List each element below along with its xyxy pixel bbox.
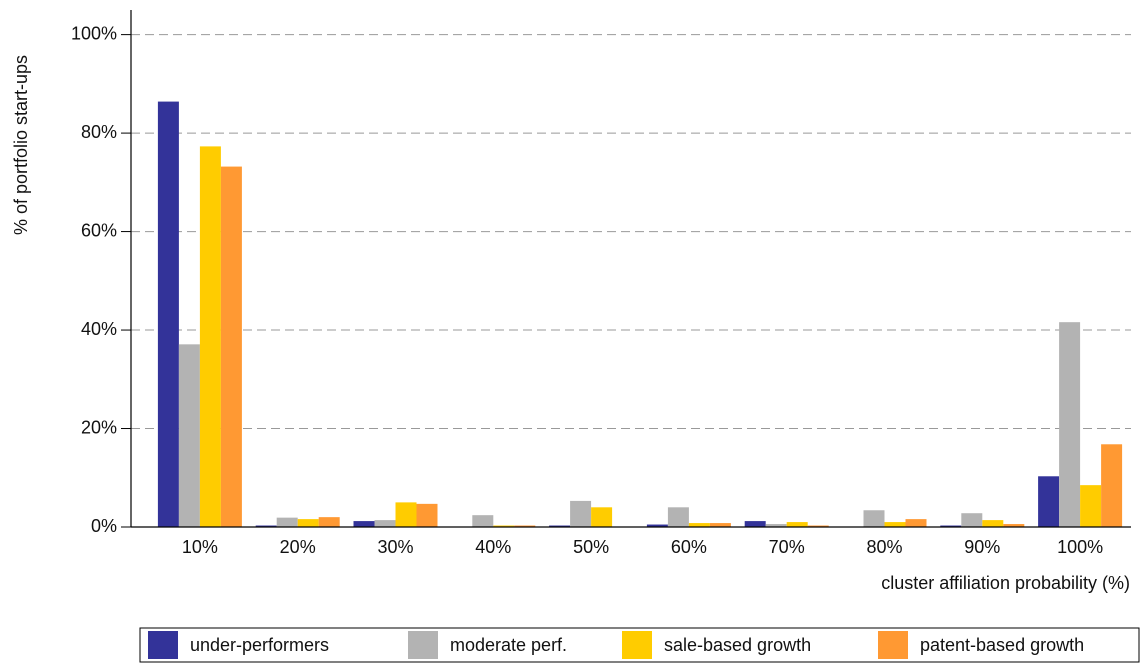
bar [472, 515, 494, 527]
bar [961, 513, 983, 527]
bar [744, 521, 766, 527]
legend-label: under-performers [190, 635, 329, 655]
bar [786, 522, 808, 527]
bar [765, 524, 787, 527]
bar [416, 503, 438, 527]
bar [353, 521, 375, 527]
x-tick-label: 40% [475, 537, 511, 557]
bar [591, 507, 613, 527]
y-tick-label: 40% [81, 319, 117, 339]
x-tick-label: 60% [671, 537, 707, 557]
bar [863, 510, 885, 527]
bar [982, 520, 1004, 527]
legend-swatch [148, 631, 178, 659]
bar [255, 525, 277, 527]
legend-swatch [408, 631, 438, 659]
bar [807, 525, 829, 527]
legend-swatch [622, 631, 652, 659]
bar [549, 525, 571, 527]
bar [493, 525, 515, 527]
y-tick-label: 80% [81, 122, 117, 142]
bar [157, 101, 179, 527]
legend-box [139, 627, 1140, 663]
bar [374, 520, 396, 527]
bar [178, 344, 200, 527]
bar [1101, 444, 1123, 527]
bar [395, 502, 417, 527]
bar [1038, 476, 1060, 527]
bar [514, 525, 536, 527]
x-tick-label: 70% [769, 537, 805, 557]
x-tick-label: 80% [866, 537, 902, 557]
x-tick-label: 20% [280, 537, 316, 557]
x-axis-title: cluster affiliation probability (%) [881, 573, 1130, 593]
bar [646, 524, 668, 527]
y-axis-title: % of portfolio start-ups [11, 55, 31, 235]
bar [1059, 322, 1081, 527]
x-tick-label: 90% [964, 537, 1000, 557]
bar [220, 166, 242, 527]
y-tick-label: 60% [81, 220, 117, 240]
y-tick-label: 20% [81, 417, 117, 437]
x-tick-label: 50% [573, 537, 609, 557]
bar [297, 519, 319, 527]
legend-label: moderate perf. [450, 635, 567, 655]
bar [884, 522, 906, 527]
bar [570, 500, 592, 527]
y-tick-label: 0% [91, 516, 117, 536]
bar [318, 517, 340, 527]
bar [1080, 485, 1102, 527]
y-tick-label: 100% [71, 23, 117, 43]
bar [1003, 524, 1025, 527]
x-tick-label: 30% [377, 537, 413, 557]
legend-label: sale-based growth [664, 635, 811, 655]
bar [905, 519, 927, 527]
bar [276, 517, 298, 527]
bar [940, 525, 962, 527]
bar [199, 146, 221, 527]
legend-label: patent-based growth [920, 635, 1084, 655]
bar [667, 507, 689, 527]
legend-swatch [878, 631, 908, 659]
x-tick-label: 100% [1057, 537, 1103, 557]
bar [688, 523, 710, 527]
bar [709, 523, 731, 527]
x-tick-label: 10% [182, 537, 218, 557]
